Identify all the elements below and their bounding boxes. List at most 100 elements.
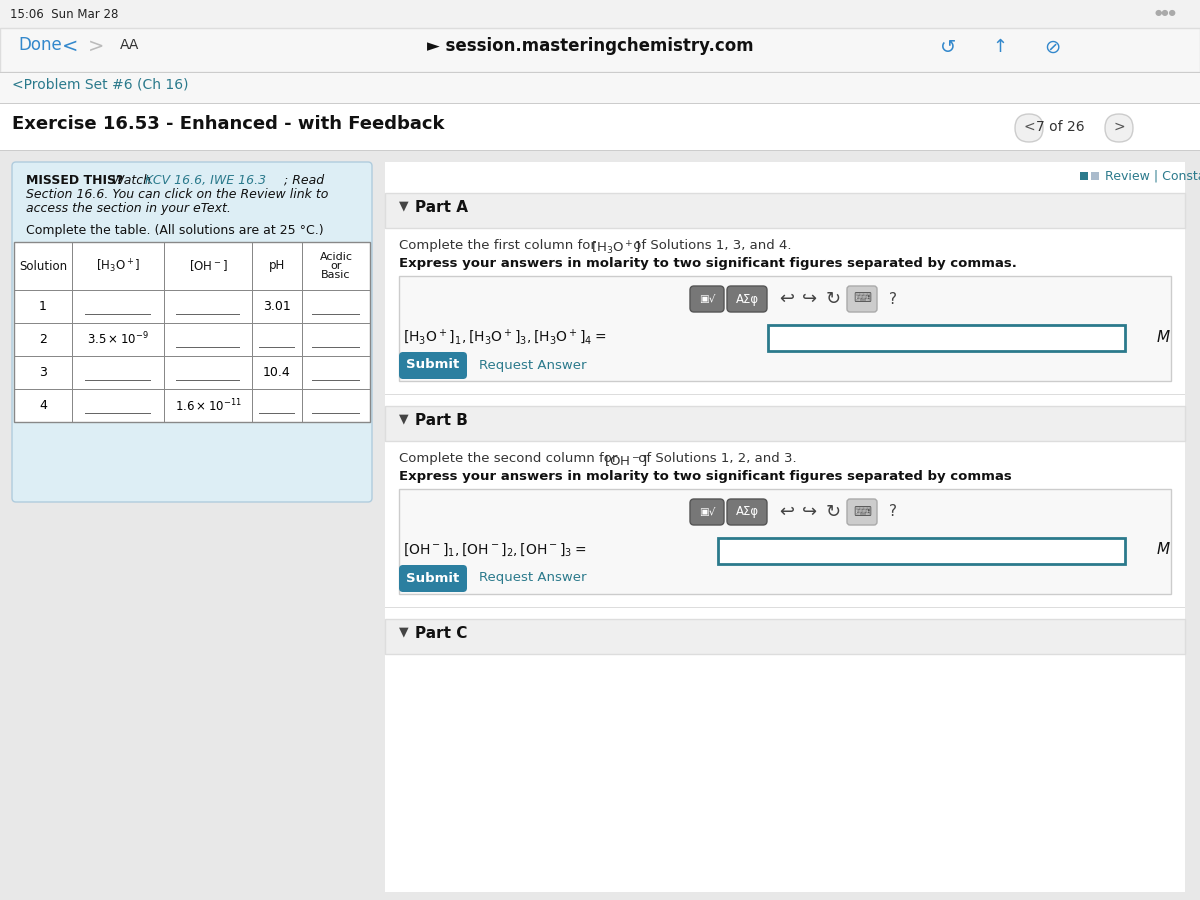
Text: ●●●: ●●● [1154,8,1177,17]
Text: $[\mathrm{OH^-}]$: $[\mathrm{OH^-}]$ [188,258,228,274]
Text: $[\mathrm{H_3O^+}]$: $[\mathrm{H_3O^+}]$ [592,240,641,257]
Bar [312,346,360,347]
Bar [0,151,1200,900]
FancyBboxPatch shape [847,499,877,525]
Text: Complete the table. (All solutions are at 25 °C.): Complete the table. (All solutions are a… [26,224,324,237]
Bar [385,193,1186,228]
Bar [385,162,1186,892]
Text: access the section in your eText.: access the section in your eText. [26,202,230,215]
Text: ↻: ↻ [826,503,840,521]
Bar [0,104,1200,150]
Bar [14,356,370,357]
Bar [14,389,370,390]
Text: Acidic: Acidic [319,252,353,262]
Text: Exercise 16.53 - Enhanced - with Feedback: Exercise 16.53 - Enhanced - with Feedbac… [12,115,444,133]
Text: Basic: Basic [322,270,350,280]
FancyBboxPatch shape [847,286,877,312]
Bar [385,228,1186,229]
Text: ↪: ↪ [803,290,817,308]
Text: ▼: ▼ [398,199,409,212]
Text: $3.5 \times 10^{-9}$: $3.5 \times 10^{-9}$ [88,331,149,347]
Text: ↺: ↺ [940,38,956,57]
Text: M: M [1157,329,1170,345]
Bar [312,380,360,381]
Text: Complete the second column for: Complete the second column for [398,452,622,465]
Text: Part A: Part A [415,200,468,215]
Text: ▣√: ▣√ [698,294,715,304]
Bar [385,607,1186,608]
Bar [398,276,1171,381]
Bar [0,72,1200,73]
Bar [14,290,370,291]
Text: 1: 1 [40,300,47,313]
Text: ↩: ↩ [780,503,794,521]
Text: ⌨: ⌨ [853,506,871,518]
Bar [385,394,1186,395]
Text: 10.4: 10.4 [263,366,290,379]
Text: Watch: Watch [108,174,155,187]
FancyBboxPatch shape [398,352,467,379]
FancyBboxPatch shape [727,499,767,525]
Bar [176,346,240,347]
Bar [1080,172,1088,180]
Text: Review | Constants | Periodic Table: Review | Constants | Periodic Table [1105,170,1200,183]
Text: ▼: ▼ [398,412,409,425]
Text: KCV 16.6, IWE 16.3: KCV 16.6, IWE 16.3 [145,174,266,187]
Text: Done: Done [18,36,61,54]
Text: Complete the first column for: Complete the first column for [398,239,600,252]
Text: 7 of 26: 7 of 26 [1036,120,1085,134]
Bar [0,0,1200,28]
Text: ► session.masteringchemistry.com: ► session.masteringchemistry.com [427,37,754,55]
Bar [385,655,1186,715]
Text: AA: AA [120,38,139,52]
Text: Express your answers in molarity to two significant figures separated by commas.: Express your answers in molarity to two … [398,257,1016,270]
Bar [312,412,360,413]
Text: ▼: ▼ [398,625,409,638]
Bar [14,323,370,324]
Text: 2: 2 [40,333,47,346]
Text: <: < [1024,120,1034,134]
Bar [398,489,1171,594]
FancyBboxPatch shape [727,286,767,312]
Bar [385,442,1186,652]
Text: <Problem Set #6 (Ch 16): <Problem Set #6 (Ch 16) [12,78,188,92]
Text: $[\mathrm{H_3O^+}]$: $[\mathrm{H_3O^+}]$ [96,257,140,274]
FancyBboxPatch shape [398,565,467,592]
Text: 3: 3 [40,366,47,379]
Text: >: > [88,37,104,56]
Text: Express your answers in molarity to two significant figures separated by commas: Express your answers in molarity to two … [398,470,1012,483]
Text: 3.01: 3.01 [263,300,290,313]
Bar [176,313,240,314]
Text: of Solutions 1, 3, and 4.: of Solutions 1, 3, and 4. [629,239,792,252]
Text: 4: 4 [40,399,47,412]
Text: Part C: Part C [415,626,467,641]
Bar [85,380,151,381]
Text: ⊘: ⊘ [1044,38,1060,57]
Text: ⌨: ⌨ [853,292,871,305]
FancyBboxPatch shape [1105,114,1133,142]
Bar [385,654,1186,655]
Bar [312,313,360,314]
Text: Section 16.6. You can click on the Review link to: Section 16.6. You can click on the Revie… [26,188,329,201]
Bar [259,346,295,347]
Text: Submit: Submit [407,572,460,584]
Text: $1.6 \times 10^{-11}$: $1.6 \times 10^{-11}$ [175,397,241,414]
FancyBboxPatch shape [690,286,724,312]
FancyBboxPatch shape [1015,114,1043,142]
FancyBboxPatch shape [690,499,724,525]
Text: M: M [1157,543,1170,557]
Text: AΣφ: AΣφ [736,292,758,305]
Bar [768,325,1126,351]
Bar [85,412,151,413]
Text: ▣√: ▣√ [698,507,715,517]
Text: ↑: ↑ [992,38,1008,56]
Text: Request Answer: Request Answer [479,572,587,584]
Text: of Solutions 1, 2, and 3.: of Solutions 1, 2, and 3. [634,452,797,465]
Bar [0,150,1200,151]
Text: ↩: ↩ [780,290,794,308]
Text: $[\mathrm{OH^-}]_1, [\mathrm{OH^-}]_2, [\mathrm{OH^-}]_3 =$: $[\mathrm{OH^-}]_1, [\mathrm{OH^-}]_2, [… [403,542,586,558]
Bar [259,412,295,413]
Bar [1091,172,1099,180]
Bar [0,73,1200,103]
Text: ?: ? [889,505,898,519]
